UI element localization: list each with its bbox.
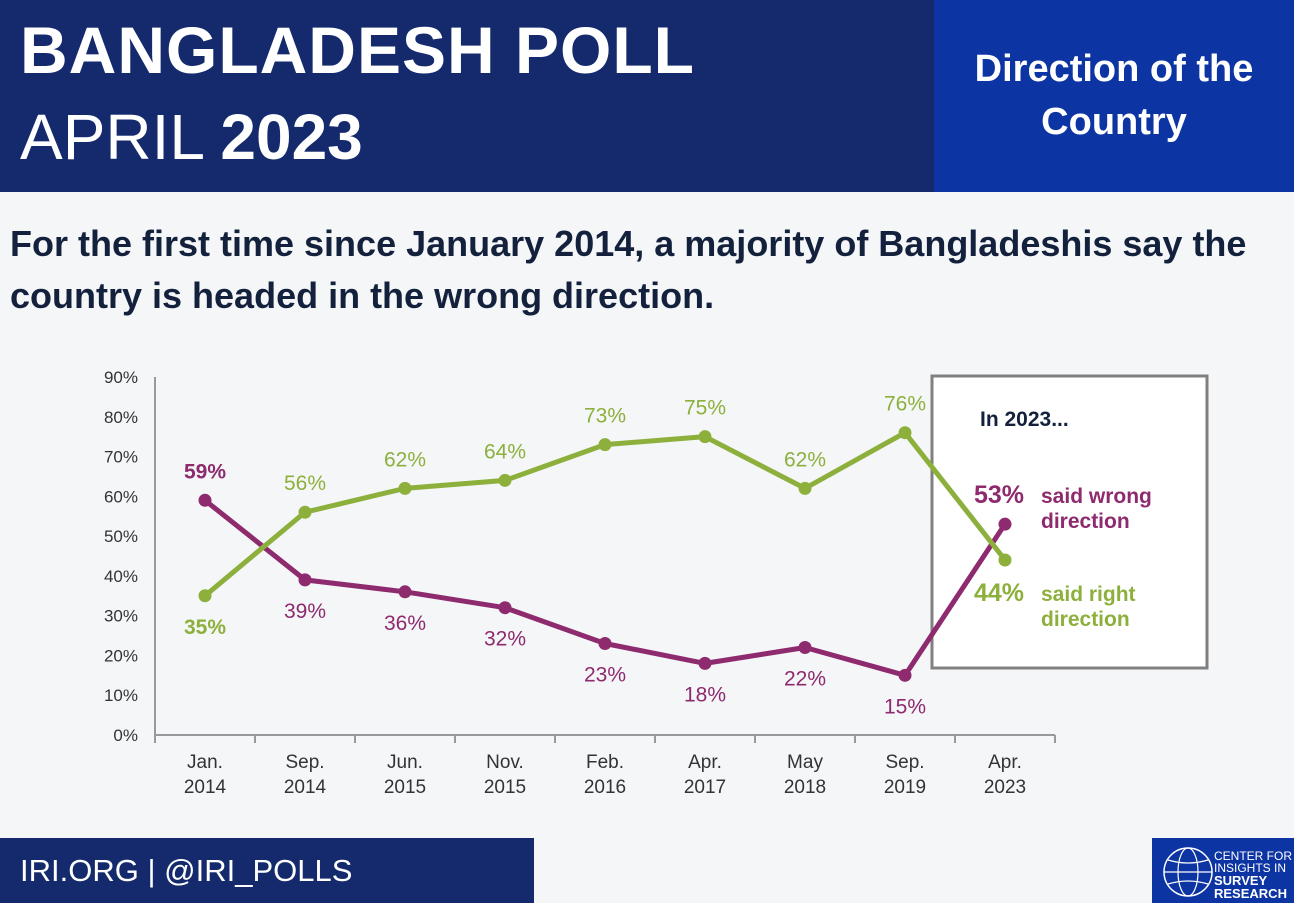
headline: For the first time since January 2014, a… (10, 223, 1247, 316)
data-label-right: 35% (184, 616, 226, 639)
poll-title: BANGLADESH POLL (20, 13, 695, 87)
callout-title: In 2023... (980, 408, 1069, 431)
data-label-right: 73% (584, 405, 626, 428)
data-label-wrong: 22% (784, 667, 826, 690)
globe-icon (1163, 847, 1213, 897)
data-label-right: 62% (784, 448, 826, 471)
y-tick-label: 30% (104, 607, 138, 626)
data-label-wrong: 15% (884, 695, 926, 718)
data-point-wrong (298, 573, 312, 587)
x-tick-label: 2019 (884, 777, 926, 798)
callout-wrong-label: said wrong (1041, 485, 1152, 508)
y-tick-label: 90% (104, 368, 138, 387)
y-tick-label: 80% (104, 408, 138, 427)
x-tick-label: May (787, 752, 823, 773)
data-point-right (298, 505, 312, 519)
series-line-right (203, 430, 1007, 598)
y-tick-label: 0% (113, 726, 138, 745)
cisr-logo: CENTER FOR INSIGHTS IN SURVEY RESEARCH (1152, 838, 1294, 903)
data-point-wrong (398, 585, 412, 599)
callout-wrong-label: direction (1041, 510, 1130, 533)
x-tick-label: 2017 (684, 777, 726, 798)
x-tick-label: Sep. (285, 752, 324, 773)
x-tick-label: 2018 (784, 777, 826, 798)
x-tick-label: 2023 (984, 777, 1026, 798)
data-point-right (198, 589, 212, 603)
callout-right-value: 44% (974, 579, 1024, 607)
x-tick-label: Apr. (688, 752, 722, 773)
data-point-right (998, 553, 1012, 567)
data-point-wrong (198, 493, 212, 507)
data-label-wrong: 59% (184, 460, 226, 483)
data-label-right: 75% (684, 397, 726, 420)
y-tick-label: 10% (104, 686, 138, 705)
x-tick-label: Sep. (885, 752, 924, 773)
x-tick-label: Jun. (387, 752, 423, 773)
callout-wrong-value: 53% (974, 481, 1024, 509)
y-tick-label: 50% (104, 527, 138, 546)
x-tick-label: 2014 (184, 777, 227, 798)
x-tick-label: 2015 (384, 777, 426, 798)
x-tick-label: Nov. (486, 752, 524, 773)
data-point-right (798, 481, 812, 495)
header-banner: BANGLADESH POLL APRIL 2023 (0, 0, 934, 192)
data-label-wrong: 18% (684, 683, 726, 706)
y-tick-label: 60% (104, 487, 138, 506)
data-label-right: 64% (484, 440, 526, 463)
x-tick-label: 2014 (284, 777, 327, 798)
x-tick-label: Apr. (988, 752, 1022, 773)
data-label-wrong: 39% (284, 600, 326, 623)
x-tick-label: Jan. (187, 752, 223, 773)
data-point-right (698, 430, 712, 444)
data-label-wrong: 23% (584, 664, 626, 687)
x-tick-label: Feb. (586, 752, 624, 773)
data-label-wrong: 32% (484, 628, 526, 651)
x-tick-label: 2016 (584, 777, 626, 798)
data-point-right (498, 473, 512, 487)
data-label-right: 76% (884, 393, 926, 416)
y-tick-label: 20% (104, 646, 138, 665)
x-tick-label: 2015 (484, 777, 526, 798)
footer-links: IRI.ORG | @IRI_POLLS (0, 838, 534, 903)
data-point-right (598, 438, 612, 452)
data-point-right (398, 481, 412, 495)
poll-date: APRIL 2023 (20, 101, 363, 173)
data-point-right (898, 426, 912, 440)
callout-right-label: said right (1041, 583, 1136, 606)
data-label-right: 56% (284, 472, 326, 495)
data-point-wrong (698, 656, 712, 670)
data-label-wrong: 36% (384, 612, 426, 635)
data-point-wrong (798, 640, 812, 654)
data-point-wrong (598, 637, 612, 651)
y-tick-label: 70% (104, 448, 138, 467)
data-point-wrong (498, 601, 512, 615)
data-point-wrong (998, 517, 1012, 531)
data-point-wrong (898, 668, 912, 682)
callout-right-label: direction (1041, 608, 1130, 631)
data-label-right: 62% (384, 448, 426, 471)
y-tick-label: 40% (104, 567, 138, 586)
section-title: Direction of the Country (934, 0, 1294, 192)
